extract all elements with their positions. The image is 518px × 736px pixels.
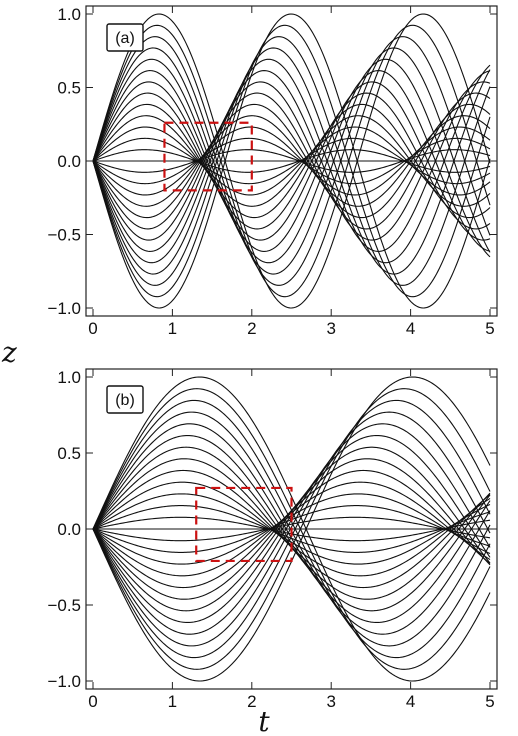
series-line: [92, 103, 491, 219]
series-line: [92, 58, 491, 264]
y-tick-label: 0.5: [57, 444, 81, 463]
x-tick-label: 3: [326, 692, 335, 711]
y-tick-label: −1.0: [47, 299, 81, 318]
panel-label-b: (b): [115, 392, 135, 409]
y-tick-label: 0.0: [57, 152, 81, 171]
series-line: [92, 149, 491, 173]
y-tick-label: 0.5: [57, 79, 81, 98]
x-tick-label: 3: [326, 319, 335, 338]
series-line: [92, 24, 491, 298]
x-tick-label: 4: [406, 692, 415, 711]
x-tick-label: 0: [88, 692, 97, 711]
series-line: [92, 388, 491, 670]
x-tick-label: 0: [88, 319, 97, 338]
series-line: [92, 92, 491, 230]
series-line: [92, 81, 491, 241]
series-line: [92, 115, 491, 207]
series-line: [92, 92, 491, 230]
series-line: [92, 36, 491, 286]
x-tick-label: 4: [406, 319, 415, 338]
series-line: [92, 149, 491, 173]
series-line: [92, 103, 491, 219]
highlight-box-b: [195, 486, 293, 563]
y-tick-label: −0.5: [47, 226, 81, 245]
panel-tag-b: (b): [106, 385, 144, 414]
x-axis-title: t: [258, 705, 270, 736]
y-tick-label: −1.0: [47, 672, 81, 691]
series-line: [92, 423, 491, 635]
x-tick-label: 2: [247, 319, 256, 338]
x-tick-label: 2: [247, 692, 256, 711]
series-line: [92, 70, 491, 252]
ticks-b: 0 1 2 3 4 5 1.0 0.5 0.0 −0.5 −1.0: [47, 368, 497, 711]
x-tick-label: 5: [485, 319, 494, 338]
series-line: [92, 376, 491, 682]
series-line: [92, 47, 491, 275]
y-tick-label: 1.0: [57, 5, 81, 24]
x-tick-label: 5: [485, 692, 494, 711]
x-tick-label: 1: [168, 319, 177, 338]
series-line: [92, 126, 491, 196]
series-line: [92, 493, 491, 565]
series-line: [92, 58, 491, 264]
y-tick-label: −0.5: [47, 596, 81, 615]
highlight-box-a: [163, 121, 253, 192]
series-line: [92, 81, 491, 241]
curves-a: [92, 13, 491, 309]
series-line: [92, 47, 491, 275]
series-line: [92, 115, 491, 207]
panel-label-a: (a): [115, 30, 135, 47]
y-tick-label: 1.0: [57, 368, 81, 387]
series-line: [92, 516, 491, 542]
series-line: [92, 137, 491, 185]
y-axis-title: z: [1, 336, 17, 369]
panel-b: 0 1 2 3 4 5 1.0 0.5 0.0 −0.5 −1.0 (b): [47, 368, 498, 711]
series-line: [92, 24, 491, 298]
series-line: [92, 36, 491, 286]
y-tick-label: 0.0: [57, 520, 81, 539]
x-tick-label: 1: [168, 692, 177, 711]
series-line: [92, 13, 491, 309]
series-line: [92, 70, 491, 252]
series-line: [92, 411, 491, 647]
series-line: [92, 13, 491, 309]
panel-tag-a: (a): [106, 23, 144, 52]
ticks-a: 0 1 2 3 4 5 1.0 0.5 0.0 −0.5 −1.0: [47, 5, 497, 338]
curves-b: [92, 376, 491, 682]
panel-a: 0 1 2 3 4 5 1.0 0.5 0.0 −0.5 −1.0 (a): [47, 5, 498, 338]
series-line: [92, 137, 491, 185]
